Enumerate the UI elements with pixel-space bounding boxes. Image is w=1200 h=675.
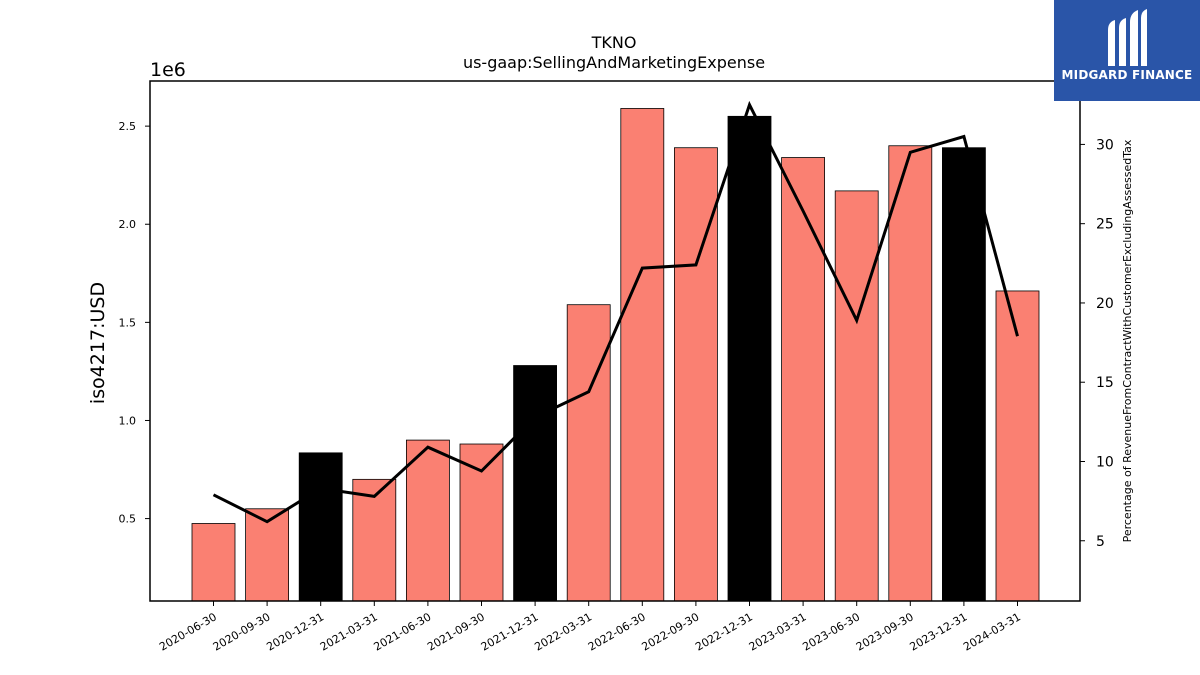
x-tick-label: 2021-09-30 [425, 610, 487, 653]
bar-2020-12-31 [298, 452, 343, 602]
x-tick-label: 2022-03-31 [532, 610, 594, 653]
bar-2022-12-31 [727, 115, 772, 602]
bar-2023-06-30 [834, 190, 879, 602]
logo-text: MIDGARD FINANCE [1061, 68, 1193, 82]
y2-tick-label: 25 [1096, 217, 1114, 233]
y2-tick-label: 30 [1096, 137, 1114, 153]
y-tick-label: 2.5 [119, 120, 137, 133]
x-tick-label: 2023-09-30 [854, 610, 916, 653]
y-tick-label: 1.0 [119, 414, 137, 427]
y-tick-label: 0.5 [119, 513, 137, 526]
y-tick-label: 1.5 [119, 316, 137, 329]
y-axis-label: iso4217:USD [87, 282, 109, 404]
bar-2023-03-31 [781, 157, 825, 602]
bar-2020-06-30 [191, 523, 236, 602]
x-tick-label: 2021-03-31 [318, 610, 380, 653]
y-offset-label: 1e6 [150, 59, 186, 81]
plot-frame [149, 80, 1081, 602]
bar-2024-03-31 [995, 290, 1040, 602]
bar-2023-09-30 [888, 145, 933, 602]
x-tick-label: 2023-12-31 [908, 610, 970, 653]
bar-2021-09-30 [459, 443, 504, 602]
x-tick-label: 2022-06-30 [586, 610, 648, 653]
x-tick-label: 2021-12-31 [479, 610, 541, 653]
percentage-line [212, 100, 1019, 524]
x-tick-label: 2020-12-31 [264, 610, 326, 653]
x-tick-label: 2020-09-30 [211, 610, 273, 653]
y2-tick-label: 5 [1096, 534, 1105, 550]
y2-tick-label: 10 [1096, 454, 1114, 470]
bars-group [191, 108, 1040, 602]
y2-axis-label: Percentage of RevenueFromContractWithCus… [1121, 139, 1134, 542]
x-tick-label: 2023-03-31 [747, 610, 809, 653]
y2-tick-label: 15 [1096, 375, 1114, 391]
bar-2020-09-30 [245, 508, 290, 602]
y2-tick-label: 20 [1096, 296, 1114, 312]
bar-2021-03-31 [352, 478, 397, 602]
midgard-logo-icon [1108, 9, 1147, 66]
chart-subtitle: us-gaap:SellingAndMarketingExpense [463, 53, 765, 72]
bar-2021-06-30 [405, 439, 450, 602]
chart-title: TKNO [591, 33, 637, 52]
y-tick-label: 2.0 [119, 218, 137, 231]
x-tick-label: 2024-03-31 [961, 610, 1023, 653]
x-tick-label: 2020-06-30 [157, 610, 219, 653]
bar-2022-06-30 [620, 108, 665, 602]
x-tick-label: 2021-06-30 [372, 610, 434, 653]
logo-badge: MIDGARD FINANCE [1054, 0, 1200, 101]
line-group [212, 100, 1019, 524]
bar-2023-12-31 [942, 147, 986, 602]
x-tick-label: 2022-12-31 [693, 610, 755, 653]
bar-2022-03-31 [566, 304, 611, 602]
bar-2021-12-31 [513, 365, 557, 602]
x-tick-label: 2023-06-30 [800, 610, 862, 653]
x-tick-label: 2022-09-30 [640, 610, 702, 653]
